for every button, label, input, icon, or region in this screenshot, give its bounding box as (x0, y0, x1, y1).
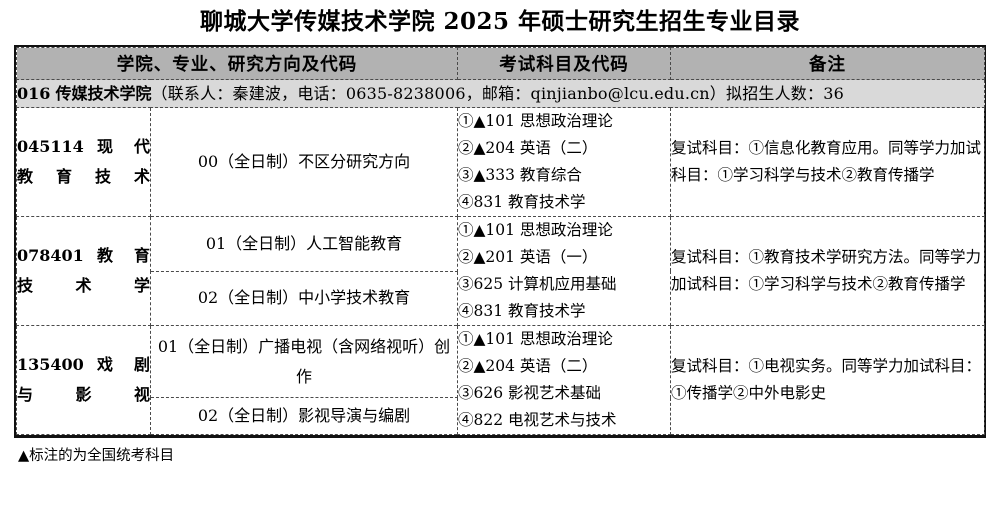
exam-subjects-cell: ①▲101 思想政治理论 ②▲204 英语（二） ③▲333 教育综合 ④831… (457, 107, 671, 217)
exam-subject-line: ②▲204 英语（二） (458, 357, 598, 375)
major-code-name-line1: 045114 现 代 (17, 137, 150, 156)
major-code-name-line2: 技术学 (17, 276, 150, 295)
exam-subject-line: ①▲101 思想政治理论 (458, 221, 613, 239)
table-row: 078401 教 育 技术学 01（全日制）人工智能教育 ①▲101 思想政治理… (16, 216, 985, 326)
exam-subject-line: ③625 计算机应用基础 (458, 275, 617, 293)
admission-catalog-table: 学院、专业、研究方向及代码 考试科目及代码 备注 016 传媒技术学院（联系人：… (16, 47, 985, 435)
column-header-major: 学院、专业、研究方向及代码 (16, 47, 458, 80)
table-row: 045114 现 代 教育技术 00（全日制）不区分研究方向 ①▲101 思想政… (16, 107, 985, 217)
major-code-name-line1: 078401 教 育 (17, 246, 150, 265)
remark-cell: 复试科目：①信息化教育应用。同等学力加试科目：①学习科学与技术②教育传播学 (670, 107, 985, 217)
direction-cell: 02（全日制）影视导演与编剧 (150, 397, 458, 435)
table-row: 02（全日制）中小学技术教育 (17, 270, 985, 326)
exam-subject-line: ④831 教育技术学 (458, 193, 586, 211)
exam-subjects-cell: ①▲101 思想政治理论 ②▲201 英语（一） ③625 计算机应用基础 ④8… (457, 216, 671, 326)
direction-cell: 01（全日制）人工智能教育 (150, 216, 458, 272)
exam-subject-line: ②▲201 英语（一） (458, 248, 598, 266)
column-header-remark: 备注 (670, 47, 985, 80)
exam-subject-line: ②▲204 英语（二） (458, 139, 598, 157)
column-header-exam: 考试科目及代码 (457, 47, 671, 80)
exam-subject-line: ③▲333 教育综合 (458, 166, 582, 184)
exam-subject-line: ①▲101 思想政治理论 (458, 112, 613, 130)
exam-subjects-cell: ①▲101 思想政治理论 ②▲204 英语（二） ③626 影视艺术基础 ④82… (457, 325, 671, 435)
table-row: 02（全日制）影视导演与编剧 (17, 397, 985, 435)
catalog-table-frame: 学院、专业、研究方向及代码 考试科目及代码 备注 016 传媒技术学院（联系人：… (14, 45, 986, 438)
table-header-row: 学院、专业、研究方向及代码 考试科目及代码 备注 (16, 47, 985, 80)
exam-subject-line: ④822 电视艺术与技术 (458, 411, 617, 429)
major-cell: 045114 现 代 教育技术 (16, 107, 151, 217)
direction-cell: 02（全日制）中小学技术教育 (150, 270, 458, 326)
department-name: 传媒技术学院 (55, 84, 152, 103)
table-row: 135400 戏 剧 与影视 01（全日制）广播电视（含网络视听）创作 ①▲10… (16, 324, 985, 435)
page-title: 聊城大学传媒技术学院 2025 年硕士研究生招生专业目录 (199, 8, 801, 35)
direction-cell: 00（全日制）不区分研究方向 (150, 107, 458, 217)
department-info-row: 016 传媒技术学院（联系人：秦建波，电话：0635-8238006，邮箱：qi… (16, 79, 985, 108)
direction-cell: 01（全日制）广播电视（含网络视听）创作 (150, 324, 458, 399)
department-code: 016 (17, 84, 51, 103)
major-cell: 135400 戏 剧 与影视 (16, 325, 151, 435)
remark-cell: 复试科目：①电视实务。同等学力加试科目：①传播学②中外电影史 (670, 325, 985, 435)
department-info-cell: 016 传媒技术学院（联系人：秦建波，电话：0635-8238006，邮箱：qi… (16, 79, 985, 108)
exam-subject-line: ③626 影视艺术基础 (458, 384, 602, 402)
major-code-name-line2: 教育技术 (17, 167, 150, 186)
exam-subject-line: ④831 教育技术学 (458, 302, 586, 320)
footnote: ▲标注的为全国统考科目 (18, 448, 175, 464)
major-code-name-line1: 135400 戏 剧 (17, 355, 150, 374)
department-contact: （联系人：秦建波，电话：0635-8238006，邮箱：qinjianbo@lc… (151, 84, 844, 103)
major-code-name-line2: 与影视 (17, 385, 150, 404)
exam-subject-line: ①▲101 思想政治理论 (458, 330, 613, 348)
major-cell: 078401 教 育 技术学 (16, 216, 151, 326)
remark-cell: 复试科目：①教育技术学研究方法。同等学力加试科目：①学习科学与技术②教育传播学 (670, 216, 985, 326)
